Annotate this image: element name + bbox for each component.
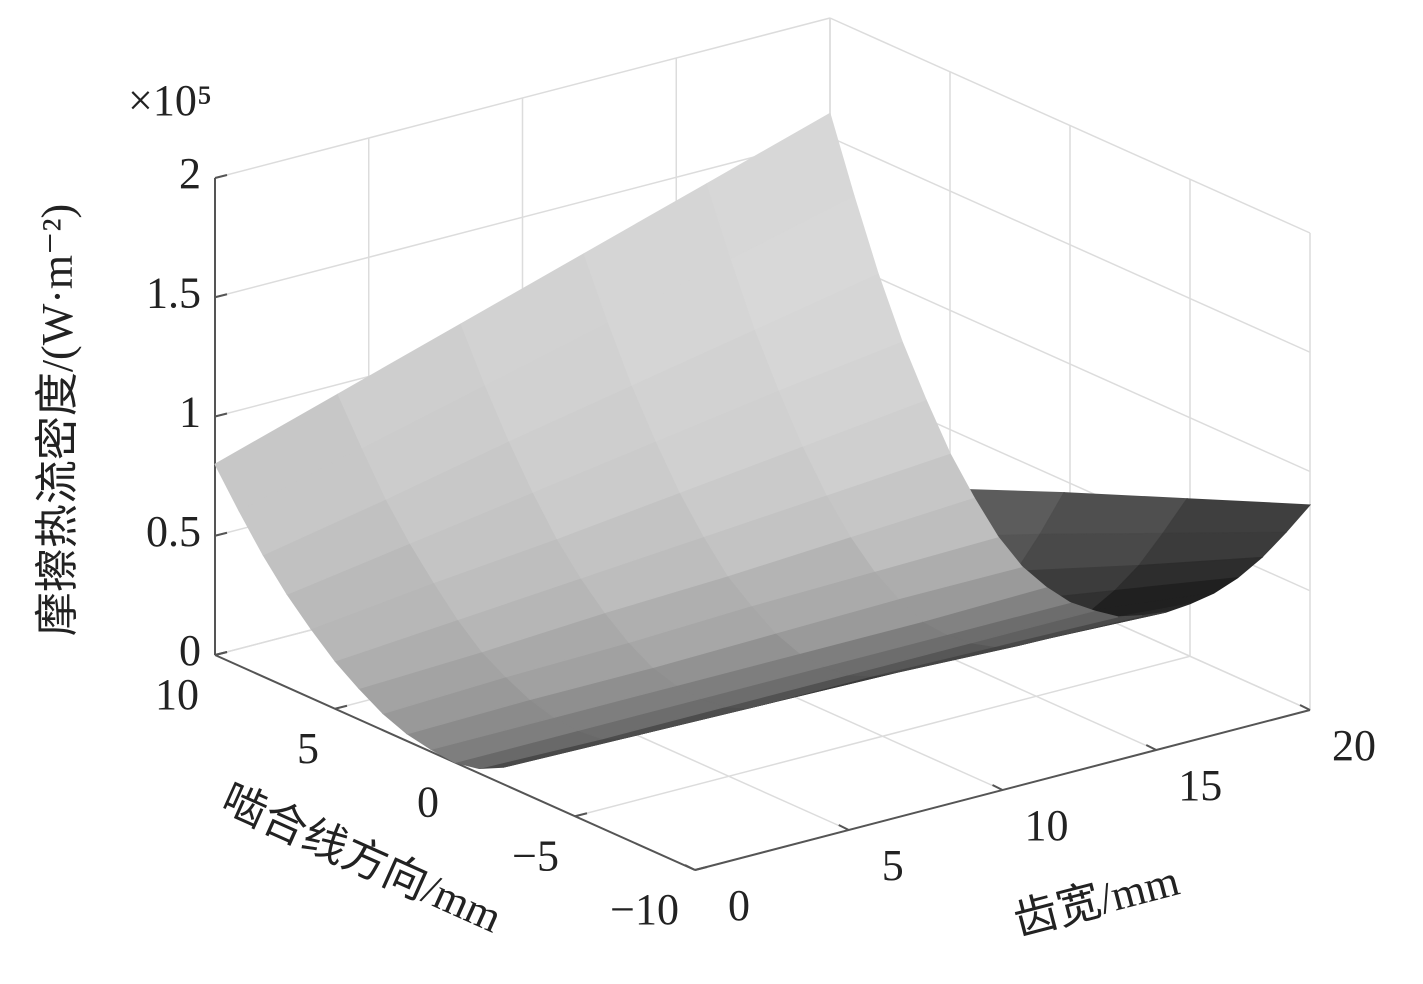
grid-line (829, 17, 1311, 234)
grid-line (214, 136, 831, 298)
z-tick (214, 531, 228, 537)
y-tick-label: −5 (512, 831, 559, 880)
x-tick (992, 784, 1003, 791)
z-tick (214, 293, 228, 299)
y-tick-label: 10 (155, 670, 199, 719)
y-tick-label: 0 (417, 778, 439, 827)
z-tick-label: 0 (179, 626, 201, 675)
x-tick-label: 10 (1025, 801, 1069, 850)
x-tick (1299, 704, 1311, 711)
surface-patch (1039, 492, 1188, 535)
x-tick-label: 5 (882, 841, 904, 890)
y-tick (574, 812, 588, 818)
z-tick-label: 2 (179, 149, 201, 198)
x-tick-label: 20 (1332, 721, 1376, 770)
z-tick-label: 1 (179, 388, 201, 437)
y-tick (694, 866, 708, 871)
surface-patch (706, 112, 855, 260)
x-tick-label: 0 (728, 881, 750, 930)
x-tick (1145, 744, 1157, 751)
y-tick (334, 704, 348, 710)
z-tick-label: 1.5 (146, 268, 201, 317)
x-tick (684, 864, 696, 871)
z-tick (214, 412, 228, 418)
grid-line (829, 136, 1311, 353)
y-tick-label: 5 (297, 724, 319, 773)
grid-line (829, 255, 1311, 473)
x-tick (838, 824, 850, 831)
y-tick-label: −10 (610, 885, 679, 934)
surface-patch (1162, 498, 1312, 534)
z-tick (214, 174, 228, 179)
x-tick-label: 15 (1178, 761, 1222, 810)
grid-line (574, 655, 1191, 817)
z-tick-label: 0.5 (146, 507, 201, 556)
z-multiplier: ×10⁵ (128, 76, 212, 125)
y-tick (214, 651, 228, 656)
z-axis-label: 摩擦热流密度/(W·m⁻²) (33, 204, 82, 636)
grid-line (214, 17, 831, 179)
